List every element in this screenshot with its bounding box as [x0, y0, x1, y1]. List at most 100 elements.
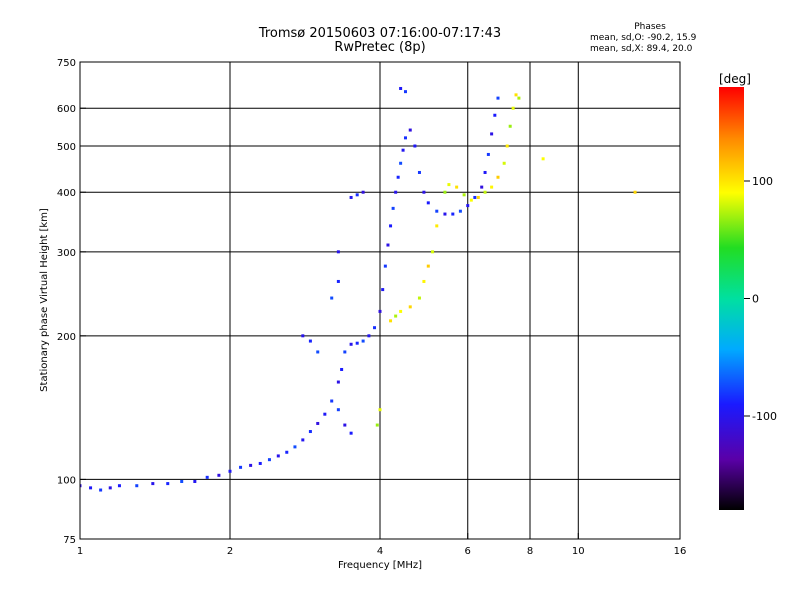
colorbar-tick-label: 0	[752, 293, 759, 306]
data-point	[469, 198, 473, 202]
data-point	[403, 90, 407, 94]
data-point	[389, 319, 393, 323]
data-point	[502, 161, 506, 165]
x-tick-label: 2	[227, 546, 233, 557]
data-point	[505, 144, 509, 148]
y-tick-label: 75	[63, 535, 76, 546]
data-point	[301, 438, 305, 442]
phase-stats-x: mean, sd,X: 89.4, 20.0	[590, 44, 693, 54]
data-point	[435, 224, 439, 228]
data-point	[135, 484, 139, 488]
data-points	[80, 86, 637, 492]
data-point	[349, 342, 353, 346]
colorbar-label: [deg]	[719, 72, 751, 86]
data-point	[422, 279, 426, 283]
data-point	[340, 367, 344, 371]
data-point	[431, 250, 435, 254]
x-tick-label: 4	[377, 546, 383, 557]
x-tick-label: 8	[527, 546, 533, 557]
data-point	[483, 190, 487, 194]
data-point	[267, 458, 271, 462]
x-tick-label: 6	[465, 546, 471, 557]
y-tick-label: 400	[57, 188, 76, 199]
data-point	[455, 185, 459, 189]
data-point	[443, 190, 447, 194]
data-point	[239, 465, 243, 469]
data-point	[417, 296, 421, 300]
x-tick-label: 16	[674, 546, 687, 557]
data-point	[180, 479, 184, 483]
data-point	[378, 408, 382, 412]
data-point	[541, 157, 545, 161]
data-point	[228, 469, 232, 473]
y-tick-label: 600	[57, 104, 76, 115]
data-point	[381, 288, 385, 292]
x-axis-ticks: 1 2 4 6 8 10 16	[77, 533, 687, 557]
data-point	[480, 185, 484, 189]
data-point	[486, 152, 490, 156]
data-point	[517, 96, 521, 100]
data-point	[394, 314, 398, 318]
data-point	[373, 326, 377, 330]
colorbar-tick-label: -100	[752, 410, 777, 423]
data-point	[217, 473, 221, 477]
data-point	[511, 106, 515, 110]
data-point	[108, 486, 112, 490]
data-point	[633, 190, 637, 194]
data-point	[496, 175, 500, 179]
data-point	[496, 96, 500, 100]
data-point	[336, 279, 340, 283]
data-point	[330, 399, 334, 403]
phase-stats-o: mean, sd,O: -90.2, 15.9	[590, 33, 697, 43]
data-point	[508, 124, 512, 128]
chart-subtitle: RwPretec (8p)	[334, 40, 426, 55]
colorbar	[719, 87, 744, 510]
data-point	[343, 350, 347, 354]
data-point	[389, 224, 393, 228]
data-point	[447, 183, 451, 187]
data-point	[426, 201, 430, 205]
data-point	[473, 195, 477, 199]
data-point	[391, 206, 395, 210]
data-point	[383, 264, 387, 268]
data-point	[308, 339, 312, 343]
data-point	[355, 193, 359, 197]
data-point	[451, 212, 455, 216]
data-point	[401, 148, 405, 152]
x-tick-label: 10	[572, 546, 585, 557]
data-point	[323, 412, 327, 416]
data-point	[466, 204, 470, 208]
data-point	[361, 339, 365, 343]
colorbar-ticks: 100 0 -100	[744, 175, 777, 423]
data-point	[293, 445, 297, 449]
phase-stats: Phases mean, sd,O: -90.2, 15.9 mean, sd,…	[590, 22, 710, 55]
data-point	[408, 128, 412, 132]
data-point	[399, 309, 403, 313]
data-point	[276, 454, 280, 458]
phase-stats-heading: Phases	[634, 22, 666, 32]
data-point	[413, 144, 417, 148]
y-tick-label: 200	[57, 332, 76, 343]
y-tick-label: 100	[57, 475, 76, 486]
data-point	[458, 209, 462, 213]
data-point	[375, 423, 379, 427]
data-point	[308, 430, 312, 434]
x-tick-label: 1	[77, 546, 83, 557]
data-point	[435, 209, 439, 213]
data-point	[490, 185, 494, 189]
data-point	[80, 484, 82, 488]
y-axis-label: Stationary phase Virtual Height [km]	[39, 208, 50, 392]
data-point	[205, 475, 209, 479]
grid-lines	[80, 62, 680, 539]
data-point	[249, 463, 253, 467]
x-axis-label: Frequency [MHz]	[338, 560, 422, 571]
data-point	[349, 431, 353, 435]
data-point	[403, 136, 407, 140]
data-point	[361, 190, 365, 194]
y-tick-label: 500	[57, 142, 76, 153]
data-point	[117, 484, 121, 488]
data-point	[316, 421, 320, 425]
data-point	[151, 482, 155, 486]
data-point	[367, 334, 371, 338]
